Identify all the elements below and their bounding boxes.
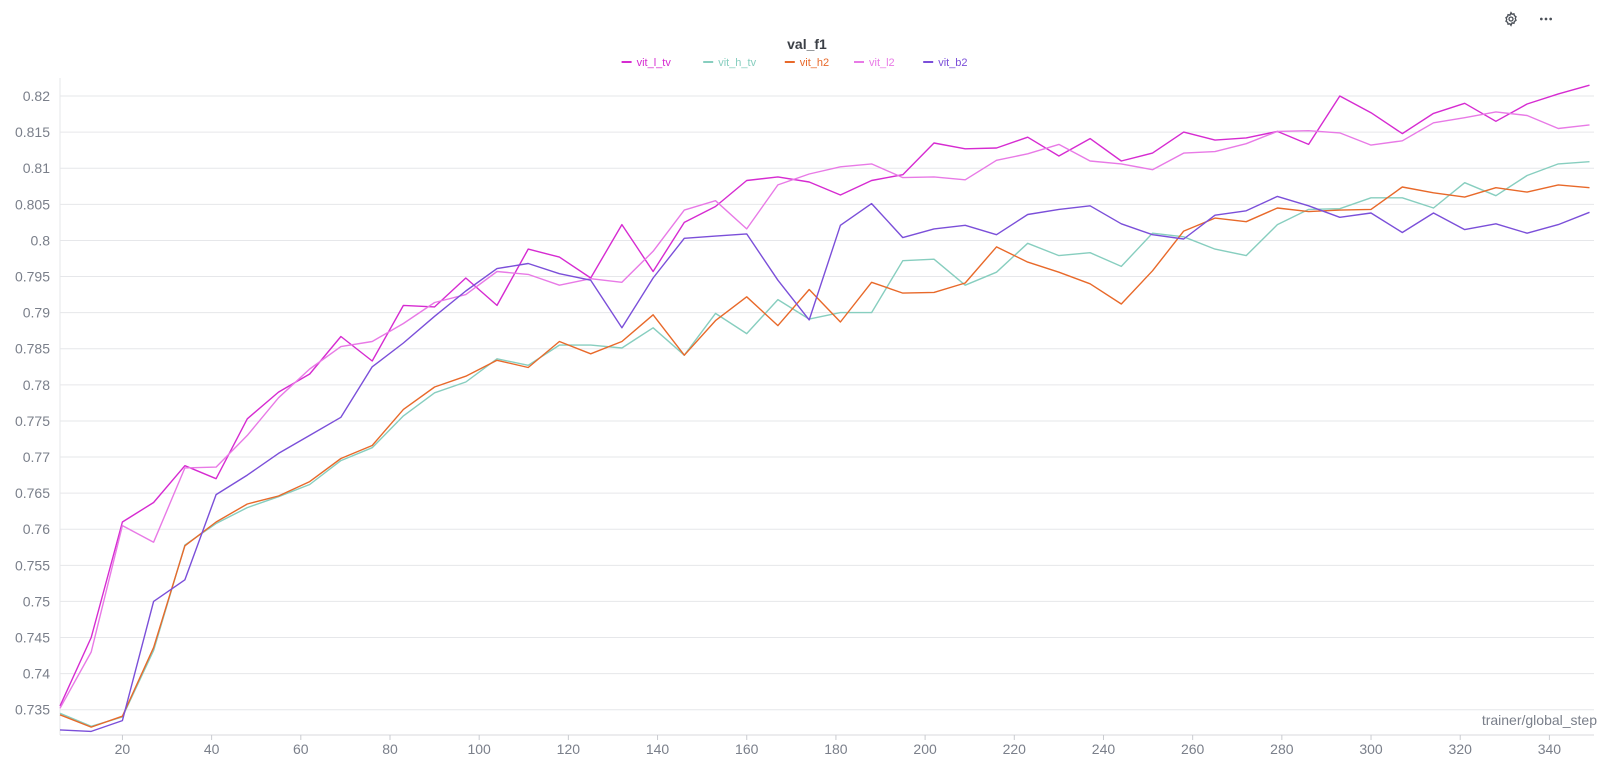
y-tick-label: 0.74	[23, 666, 50, 682]
y-tick-label: 0.81	[23, 160, 50, 176]
y-tick-label: 0.815	[15, 124, 50, 140]
x-tick-label: 120	[557, 741, 581, 757]
x-tick-label: 340	[1538, 741, 1562, 757]
legend-label: vit_h2	[800, 57, 829, 69]
y-tick-label: 0.8	[31, 232, 51, 248]
x-tick-label: 160	[735, 741, 759, 757]
x-tick-label: 220	[1003, 741, 1027, 757]
y-tick-label: 0.77	[23, 449, 50, 465]
legend-item-vit-l-tv[interactable]: vit_l_tv	[621, 57, 672, 69]
legend-item-vit-h-tv[interactable]: vit_h_tv	[703, 57, 757, 69]
y-tick-label: 0.755	[15, 557, 50, 573]
x-tick-label: 140	[646, 741, 670, 757]
y-tick-label: 0.795	[15, 269, 50, 285]
y-tick-label: 0.785	[15, 341, 50, 357]
x-tick-label: 320	[1449, 741, 1473, 757]
y-tick-label: 0.82	[23, 88, 50, 104]
x-tick-label: 20	[115, 741, 131, 757]
x-tick-label: 180	[824, 741, 848, 757]
legend-label: vit_l2	[869, 57, 895, 69]
series-line-vit-l-tv[interactable]	[59, 84, 1590, 707]
series-line-vit-h-tv[interactable]	[59, 161, 1590, 727]
series-line-vit-b2[interactable]	[59, 195, 1590, 733]
more-horizontal-icon	[1540, 17, 1552, 21]
legend-label: vit_h_tv	[718, 57, 756, 69]
y-tick-label: 0.805	[15, 196, 50, 212]
x-tick-label: 80	[382, 741, 398, 757]
x-tick-label: 260	[1181, 741, 1205, 757]
more-options-button[interactable]	[1535, 8, 1557, 30]
series-line-vit-h2[interactable]	[59, 184, 1590, 728]
x-tick-label: 40	[204, 741, 220, 757]
y-tick-label: 0.79	[23, 305, 50, 321]
legend: vit_l_tv vit_h_tv vit_h2 vit_l2 vit_b2	[621, 57, 968, 69]
x-tick-label: 60	[293, 741, 309, 757]
chart-title: val_f1	[787, 36, 827, 52]
y-tick-label: 0.78	[23, 377, 50, 393]
y-tick-label: 0.75	[23, 593, 50, 609]
y-tick-label: 0.765	[15, 485, 50, 501]
x-tick-label: 240	[1092, 741, 1116, 757]
series-line-vit-l2[interactable]	[59, 111, 1590, 709]
gear-icon	[1505, 11, 1517, 27]
legend-label: vit_l_tv	[637, 57, 672, 69]
y-tick-label: 0.745	[15, 630, 50, 646]
y-tick-label: 0.76	[23, 521, 50, 537]
y-tick-label: 0.775	[15, 413, 50, 429]
x-tick-label: 200	[913, 741, 937, 757]
settings-button[interactable]	[1500, 8, 1522, 30]
x-tick-label: 100	[467, 741, 491, 757]
x-tick-label: 300	[1359, 741, 1383, 757]
legend-item-vit-h2[interactable]: vit_h2	[784, 57, 829, 69]
legend-label: vit_b2	[938, 57, 967, 69]
legend-item-vit-l2[interactable]: vit_l2	[854, 57, 895, 69]
y-tick-label: 0.735	[15, 702, 50, 718]
x-tick-label: 280	[1270, 741, 1294, 757]
x-axis-title: trainer/global_step	[1482, 712, 1597, 728]
legend-item-vit-b2[interactable]: vit_b2	[923, 57, 968, 69]
